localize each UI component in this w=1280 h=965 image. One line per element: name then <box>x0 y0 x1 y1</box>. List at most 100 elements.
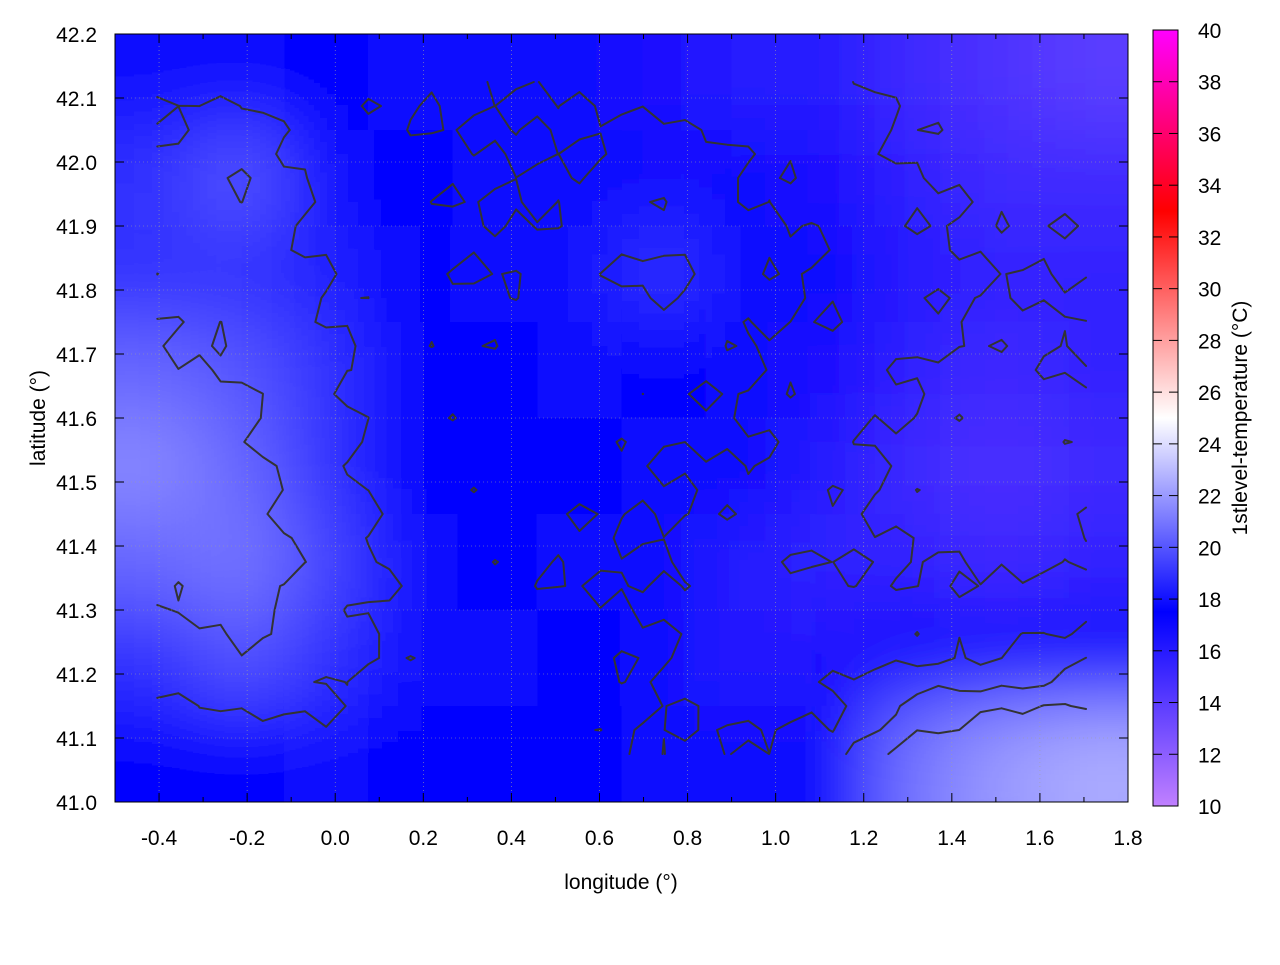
heatmap-cell <box>959 322 1045 419</box>
x-tick-label: 0.2 <box>409 827 438 850</box>
heatmap-cell <box>959 514 1045 611</box>
heatmap-cell <box>283 610 370 707</box>
heatmap-cell <box>1043 322 1128 419</box>
x-tick-label: 1.4 <box>937 827 967 850</box>
heatmap-cell <box>368 706 454 802</box>
heatmap-cell <box>621 610 707 707</box>
heatmap-cell <box>283 514 370 611</box>
heatmap-cell <box>790 322 876 419</box>
heatmap-cell <box>115 514 201 611</box>
heatmap-cell <box>621 514 707 611</box>
heatmap-cell <box>621 130 707 227</box>
colorbar-tick-label: 36 <box>1198 123 1221 146</box>
colorbar-tick-label: 22 <box>1198 486 1221 509</box>
heatmap-cell <box>1043 226 1128 323</box>
y-tick-label: 41.3 <box>56 600 97 623</box>
x-axis-label: longitude (°) <box>564 871 677 894</box>
heatmap-cell <box>368 34 454 131</box>
x-tick-label: 0.4 <box>497 827 527 850</box>
colorbar-tick-label: 26 <box>1198 382 1221 405</box>
colorbar-tick-label: 20 <box>1198 537 1221 560</box>
y-tick-label: 42.2 <box>56 24 97 47</box>
contour-line <box>780 81 1088 599</box>
colorbar-tick-label: 24 <box>1198 434 1222 457</box>
colorbar-tick-label: 34 <box>1198 175 1222 198</box>
heatmap-cell <box>621 322 707 419</box>
heatmap-cell <box>283 130 370 227</box>
colorbar-tick-label: 14 <box>1198 693 1222 716</box>
heatmap-cell <box>115 706 201 802</box>
heatmap-cell <box>959 418 1045 515</box>
heatmap-cell <box>874 322 961 419</box>
heatmap-cell <box>452 610 539 707</box>
contour-line <box>156 168 1088 755</box>
heatmap-cell <box>452 514 539 611</box>
heatmap-cell <box>115 610 201 707</box>
heatmap-cell <box>452 226 539 323</box>
x-tick-label: 0.0 <box>321 827 350 850</box>
heatmap-cell <box>115 322 201 419</box>
heatmap-cell <box>537 226 623 323</box>
contour-lines <box>156 81 1088 755</box>
y-axis-label: latitude (°) <box>27 370 50 466</box>
x-tick-label: 0.6 <box>585 827 614 850</box>
heatmap-cell <box>874 226 961 323</box>
colorbar-axis: 10 12 14 16 18 20 22 24 26 28 30 32 34 36 38 40 <box>1153 20 1222 819</box>
heatmap-cell <box>199 130 285 227</box>
contour-line <box>360 81 1088 755</box>
y-tick-label: 42.1 <box>56 88 97 111</box>
x-tick-label: 1.0 <box>761 827 790 850</box>
y-tick-label: 41.7 <box>56 344 97 367</box>
heatmap-cell <box>621 418 707 515</box>
heatmap-cell <box>706 322 792 419</box>
heatmap-cell <box>537 610 623 707</box>
x-tick-label: 0.8 <box>673 827 702 850</box>
heatmap-cell <box>115 34 201 131</box>
heatmap-cell <box>874 34 961 131</box>
heatmap-cell <box>537 322 623 419</box>
heatmap-cell <box>790 706 876 802</box>
heatmap-cell <box>283 34 370 131</box>
heatmap-cell <box>368 226 454 323</box>
heatmap-cell <box>706 514 792 611</box>
heatmap-cell <box>368 610 454 707</box>
heatmap-cell <box>874 610 961 707</box>
heatmap-cell <box>874 514 961 611</box>
heatmap-cell <box>790 130 876 227</box>
heatmap-cell <box>621 226 707 323</box>
heatmap-cell <box>199 706 285 802</box>
x-axis: -0.4 -0.2 0.0 0.2 0.4 0.6 0.8 1.0 1.2 1.4 1.6 1.8 <box>141 34 1173 850</box>
heatmap-cell <box>1043 418 1128 515</box>
heatmap-cell <box>706 610 792 707</box>
heatmap-cells <box>115 34 1128 802</box>
x-tick-label: -0.2 <box>229 827 265 850</box>
heatmap-cell <box>368 130 454 227</box>
heatmap-cell <box>1043 514 1128 611</box>
heatmap-cell <box>1043 610 1128 707</box>
heatmap-cell <box>452 34 539 131</box>
x-tick-label: 1.2 <box>849 827 878 850</box>
heatmap-cell <box>874 418 961 515</box>
y-tick-label: 41.0 <box>56 792 97 815</box>
heatmap-cell <box>537 130 623 227</box>
heatmap-cell <box>959 226 1045 323</box>
heatmap-cell <box>959 706 1045 802</box>
x-tick-label: 1.6 <box>1025 827 1054 850</box>
heatmap-cell <box>706 706 792 802</box>
colorbar-tick-label: 12 <box>1198 744 1221 767</box>
heatmap-cell <box>874 130 961 227</box>
heatmap-cell <box>115 418 201 515</box>
heatmap-cell <box>959 34 1045 131</box>
heatmap-cell <box>368 418 454 515</box>
contour-line <box>156 95 1088 755</box>
heatmap-cell <box>452 418 539 515</box>
colorbar-tick-label: 38 <box>1198 72 1221 95</box>
heatmap-cell <box>283 226 370 323</box>
colorbar-label: 1stlevel-temperature (°C) <box>1229 301 1252 536</box>
heatmap-cell <box>452 706 539 802</box>
x-tick-label: 1.8 <box>1113 827 1142 850</box>
heatmap-cell <box>790 418 876 515</box>
heatmap-cell <box>790 226 876 323</box>
colorbar <box>1152 29 1179 807</box>
